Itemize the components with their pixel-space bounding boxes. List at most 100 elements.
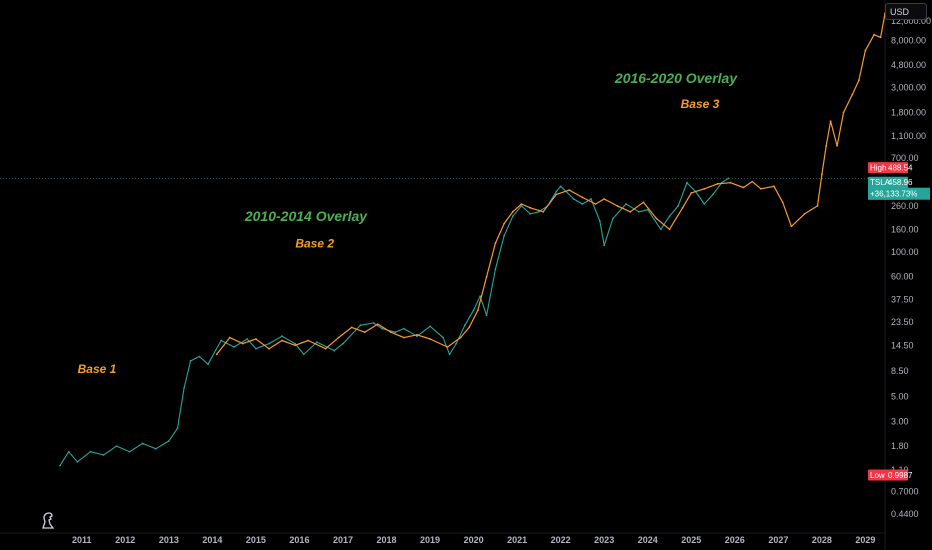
y-tick-label: 1,100.00 xyxy=(891,131,926,141)
x-tick-label: 2013 xyxy=(159,535,179,545)
y-tick-label: 8.50 xyxy=(891,366,909,376)
data-point xyxy=(183,387,186,389)
data-point xyxy=(629,210,632,213)
data-point xyxy=(803,213,806,215)
data-point xyxy=(455,342,458,345)
axis-label-value: 0.9987 xyxy=(888,471,913,480)
data-point xyxy=(403,327,405,330)
data-point xyxy=(616,205,619,207)
data-point xyxy=(625,203,627,205)
data-point xyxy=(333,349,336,352)
data-point xyxy=(816,205,819,207)
data-point xyxy=(703,203,706,205)
axis-label-change-bg xyxy=(868,187,930,200)
currency-button[interactable]: USD xyxy=(885,3,927,20)
data-point xyxy=(464,324,466,327)
data-point xyxy=(572,198,575,200)
y-tick-label: 700.00 xyxy=(891,153,919,163)
data-point xyxy=(485,314,488,317)
data-point xyxy=(102,454,105,456)
data-point xyxy=(503,222,505,225)
data-point xyxy=(598,220,601,222)
data-point xyxy=(858,79,860,82)
x-tick-label: 2019 xyxy=(420,535,440,545)
data-point xyxy=(359,324,362,327)
y-tick-label: 8,000.00 xyxy=(891,35,926,45)
data-point xyxy=(773,185,775,188)
axis-label-name: TSLA xyxy=(870,178,891,187)
data-point xyxy=(403,336,405,339)
data-point xyxy=(529,206,532,209)
data-point xyxy=(690,192,693,194)
data-point xyxy=(655,217,658,220)
axis-label-value: 488.54 xyxy=(888,164,913,173)
data-point xyxy=(568,189,571,192)
data-point xyxy=(559,185,562,188)
data-point xyxy=(642,201,645,204)
y-tick-label: 3,000.00 xyxy=(891,83,926,93)
data-point xyxy=(416,335,418,338)
data-point xyxy=(479,295,481,298)
data-point xyxy=(555,190,558,193)
x-tick-label: 2021 xyxy=(507,535,527,545)
data-point xyxy=(520,203,523,205)
data-point xyxy=(836,145,838,147)
x-tick-label: 2020 xyxy=(464,535,484,545)
data-point xyxy=(89,450,92,453)
data-point xyxy=(477,309,479,312)
data-point xyxy=(494,268,497,271)
data-point xyxy=(677,205,680,207)
data-point xyxy=(594,203,597,205)
data-point xyxy=(167,440,170,442)
y-tick-label: 1,800.00 xyxy=(891,107,926,117)
data-point xyxy=(429,325,431,328)
data-point xyxy=(255,347,257,350)
overlay-annotation: 2010-2014 Overlay xyxy=(244,208,368,224)
x-tick-label: 2029 xyxy=(855,535,875,545)
x-tick-label: 2024 xyxy=(638,535,658,545)
data-point xyxy=(394,331,397,334)
data-point xyxy=(302,353,305,356)
data-point xyxy=(220,339,223,342)
x-tick-label: 2026 xyxy=(725,535,745,545)
y-tick-label: 0.4400 xyxy=(891,509,919,519)
tradingview-logo-icon xyxy=(42,512,55,529)
data-point xyxy=(459,336,462,339)
data-point xyxy=(307,339,310,342)
data-point xyxy=(821,173,823,176)
axis-label-name: High xyxy=(870,164,886,173)
data-point xyxy=(612,217,614,220)
x-tick-label: 2025 xyxy=(681,535,701,545)
y-tick-label: 260.00 xyxy=(891,201,919,211)
data-point xyxy=(115,445,118,447)
data-point xyxy=(712,193,714,196)
data-point xyxy=(59,464,61,467)
data-point xyxy=(350,326,353,329)
data-point xyxy=(381,327,384,330)
data-point xyxy=(703,187,706,190)
data-point xyxy=(363,331,366,334)
y-tick-label: 160.00 xyxy=(891,224,919,234)
x-tick-label: 2028 xyxy=(812,535,832,545)
data-point xyxy=(864,49,867,52)
data-point xyxy=(879,36,882,39)
data-point xyxy=(511,215,514,218)
data-point xyxy=(215,353,218,356)
data-point xyxy=(176,427,179,430)
data-point xyxy=(233,346,236,348)
data-point xyxy=(228,336,231,339)
data-point xyxy=(448,353,451,356)
data-point xyxy=(316,341,318,343)
overlay-annotation: 2016-2020 Overlay xyxy=(614,70,738,86)
base-annotation: Base 1 xyxy=(78,362,117,376)
data-point xyxy=(281,335,283,338)
data-point xyxy=(372,322,375,324)
data-point xyxy=(472,309,475,312)
data-point xyxy=(873,33,875,36)
data-point xyxy=(646,208,649,211)
data-point xyxy=(825,145,828,147)
y-tick-label: 1.80 xyxy=(891,441,909,451)
data-point xyxy=(742,186,745,189)
currency-label: USD xyxy=(890,7,910,17)
